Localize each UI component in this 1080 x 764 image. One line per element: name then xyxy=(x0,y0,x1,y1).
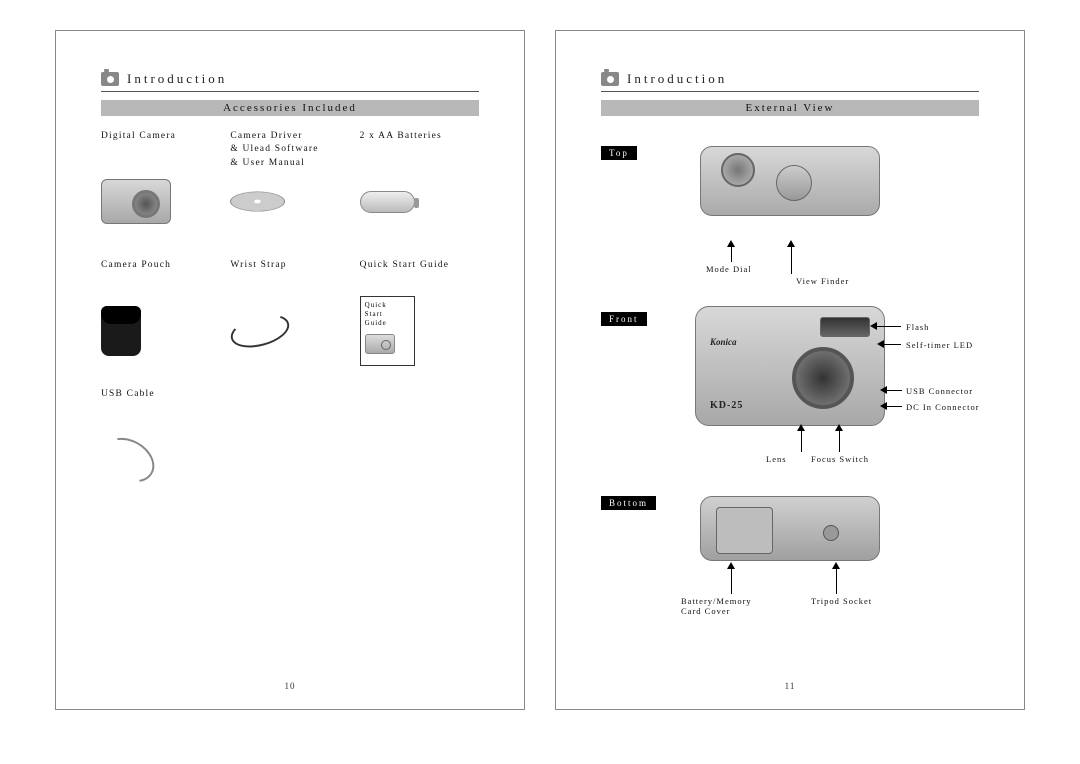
leader-line xyxy=(886,390,902,391)
section-header: Introduction xyxy=(601,71,979,87)
arrow-icon xyxy=(870,322,877,330)
callout-usb: USB Connector xyxy=(906,386,973,396)
acc-batteries: 2 x AA Batteries xyxy=(360,130,479,229)
leader-line xyxy=(886,406,902,407)
acc-label: Digital Camera xyxy=(101,130,220,170)
acc-label: Camera Driver & Ulead Software & User Ma… xyxy=(230,130,349,170)
view-label-front: Front xyxy=(601,312,647,326)
arrow-icon xyxy=(880,402,887,410)
acc-strap: Wrist Strap xyxy=(230,259,349,358)
callout-self-timer: Self-timer LED xyxy=(906,340,973,350)
acc-label: 2 x AA Batteries xyxy=(360,130,479,170)
arrow-icon xyxy=(835,424,843,431)
acc-qsg: Quick Start Guide Quick Start Guide xyxy=(360,259,479,358)
camera-bottom-illustration xyxy=(700,496,880,561)
view-bottom: Bottom Battery/Memory Card Cover Tripod … xyxy=(601,496,979,626)
callout-battery: Battery/Memory Card Cover xyxy=(681,596,752,616)
callout-viewfinder: View Finder xyxy=(796,276,849,286)
callout-focus: Focus Switch xyxy=(811,454,869,464)
qsg-illustration: Quick Start Guide xyxy=(360,296,415,366)
acc-image xyxy=(101,432,220,487)
arrow-icon xyxy=(832,562,840,569)
callout-flash: Flash xyxy=(906,322,929,332)
acc-image xyxy=(360,174,479,229)
view-top: Top Shutter Button Mode Dial View Finder xyxy=(601,146,979,296)
camera-illustration xyxy=(101,179,171,224)
leader-line xyxy=(839,430,840,452)
leader-line xyxy=(791,246,792,274)
page-number: 10 xyxy=(56,681,524,691)
acc-image xyxy=(230,174,349,229)
leader-line xyxy=(876,326,901,327)
view-front: Front Konica KD-25 Flash Self-timer LED … xyxy=(601,306,979,486)
acc-driver-cd: Camera Driver & Ulead Software & User Ma… xyxy=(230,130,349,229)
battery-illustration xyxy=(360,191,415,213)
camera-top-illustration xyxy=(700,146,880,216)
qsg-mini-camera xyxy=(365,334,395,354)
rule xyxy=(601,91,979,92)
page-right: Introduction External View Top Shutter B… xyxy=(555,30,1025,710)
camera-icon xyxy=(601,72,619,86)
subhead-external-view: External View xyxy=(601,100,979,116)
subhead-accessories: Accessories Included xyxy=(101,100,479,116)
acc-image xyxy=(230,303,349,358)
arrow-icon xyxy=(727,240,735,247)
acc-pouch: Camera Pouch xyxy=(101,259,220,358)
arrow-icon xyxy=(877,340,884,348)
callout-mode-dial: Mode Dial xyxy=(706,264,752,274)
accessories-grid: Digital Camera Camera Driver & Ulead Sof… xyxy=(101,130,479,487)
section-title: Introduction xyxy=(627,71,727,87)
callout-dc-in: DC In Connector xyxy=(906,402,980,412)
pouch-illustration xyxy=(101,306,141,356)
usb-illustration xyxy=(95,428,163,490)
arrow-icon xyxy=(797,424,805,431)
page-left: Introduction Accessories Included Digita… xyxy=(55,30,525,710)
cd-illustration xyxy=(230,191,285,211)
acc-image xyxy=(101,174,220,229)
leader-line xyxy=(801,430,802,452)
rule xyxy=(101,91,479,92)
page-number: 11 xyxy=(556,681,1024,691)
leader-line xyxy=(836,568,837,594)
arrow-icon xyxy=(787,240,795,247)
camera-icon xyxy=(101,72,119,86)
strap-illustration xyxy=(227,308,293,353)
arrow-icon xyxy=(880,386,887,394)
section-title: Introduction xyxy=(127,71,227,87)
acc-label: Wrist Strap xyxy=(230,259,349,299)
leader-line xyxy=(731,568,732,594)
acc-label: USB Cable xyxy=(101,388,220,428)
callout-tripod: Tripod Socket xyxy=(811,596,872,606)
acc-label: Camera Pouch xyxy=(101,259,220,299)
acc-label: Quick Start Guide xyxy=(360,259,479,299)
section-header: Introduction xyxy=(101,71,479,87)
view-label-top: Top xyxy=(601,146,637,160)
acc-image: Quick Start Guide xyxy=(360,303,479,358)
leader-line xyxy=(883,344,901,345)
acc-image xyxy=(101,303,220,358)
acc-usb: USB Cable xyxy=(101,388,220,487)
brand-text: Konica xyxy=(710,337,737,347)
arrow-icon xyxy=(727,562,735,569)
acc-digital-camera: Digital Camera xyxy=(101,130,220,229)
leader-line xyxy=(731,246,732,262)
camera-front-illustration: Konica KD-25 xyxy=(695,306,885,426)
qsg-text: Quick Start Guide xyxy=(365,301,387,327)
model-text: KD-25 xyxy=(710,400,743,411)
callout-lens: Lens xyxy=(766,454,787,464)
view-label-bottom: Bottom xyxy=(601,496,656,510)
